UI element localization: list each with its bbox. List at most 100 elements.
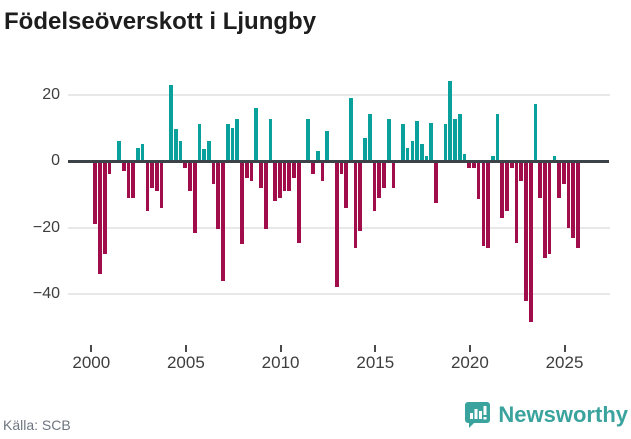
bar-2010q3 — [292, 161, 296, 178]
bar-chart-speech-bubble-icon — [464, 401, 491, 428]
x-axis-label-2025: 2025 — [545, 353, 584, 372]
bar-2007q3 — [235, 119, 240, 161]
bar-2008q1 — [244, 161, 249, 178]
bar-2002q3 — [140, 144, 145, 161]
x-axis-label-2020: 2020 — [450, 353, 489, 372]
bar-2006q3 — [216, 161, 221, 230]
bar-2003q2 — [154, 161, 159, 191]
x-tick-2005 — [184, 345, 187, 352]
bar-2006q4 — [221, 161, 225, 281]
bar-2013q3 — [349, 97, 353, 161]
bar-2024q4 — [561, 161, 566, 185]
bar-2008q3 — [254, 107, 259, 161]
bar-2021q3 — [500, 161, 505, 218]
bar-2012q2 — [325, 131, 330, 161]
bar-2022q1 — [509, 161, 514, 168]
bar-2017q3 — [424, 156, 429, 161]
newsworthy-logo-text: Newsworthy — [498, 401, 628, 427]
bar-2019q3 — [462, 154, 467, 161]
bar-2017q1 — [415, 121, 419, 161]
bar-2023q4 — [543, 161, 547, 258]
x-axis-label-2010: 2010 — [261, 353, 300, 372]
source-caption: Källa: SCB — [3, 417, 71, 433]
bar-2022q2 — [514, 161, 519, 243]
bar-2009q1 — [263, 161, 268, 230]
bar-2009q4 — [278, 161, 282, 198]
bar-2020q2 — [476, 161, 481, 200]
bar-2021q1 — [490, 156, 495, 161]
x-axis-label-2015: 2015 — [356, 353, 395, 372]
bar-2018q1 — [434, 161, 438, 203]
y-axis-label--40: −40 — [32, 285, 60, 303]
bar-2015q1 — [377, 161, 382, 198]
bar-2024q3 — [557, 161, 561, 198]
chart-title: Födelseöverskott i Ljungby — [4, 8, 317, 35]
newsworthy-logo[interactable]: Newsworthy — [464, 401, 628, 428]
bar-2022q4 — [524, 161, 528, 301]
x-tick-2025 — [563, 345, 566, 352]
gridline-y-20 — [68, 93, 610, 96]
bar-2008q2 — [249, 161, 254, 181]
bar-2019q2 — [457, 114, 462, 161]
bar-2020q3 — [481, 161, 486, 246]
bar-2011q3 — [311, 161, 315, 175]
y-axis-label-20: 20 — [42, 85, 60, 103]
bar-2010q4 — [296, 161, 301, 243]
bar-2005q2 — [192, 161, 197, 233]
bar-2004q1 — [169, 84, 173, 161]
bar-2009q3 — [273, 161, 277, 201]
bar-2005q3 — [197, 124, 202, 161]
bar-2025q3 — [576, 161, 580, 248]
bar-2023q2 — [533, 104, 538, 161]
bar-2001q2 — [117, 141, 121, 161]
bar-2005q4 — [202, 149, 206, 161]
y-axis-label--20: −20 — [32, 218, 60, 236]
bar-2013q2 — [344, 161, 348, 208]
x-axis-label-2005: 2005 — [166, 353, 205, 372]
bar-2018q4 — [448, 81, 453, 161]
bar-2015q3 — [386, 119, 391, 161]
bar-2025q2 — [571, 161, 576, 238]
x-tick-2010 — [279, 345, 282, 352]
bar-2008q4 — [259, 161, 263, 188]
bar-2007q4 — [240, 161, 244, 245]
bar-2021q4 — [505, 161, 509, 211]
bar-2011q4 — [315, 151, 320, 161]
bar-2014q4 — [372, 161, 377, 211]
bar-2013q1 — [339, 161, 344, 175]
bar-2016q4 — [410, 141, 415, 161]
bar-2005q1 — [188, 161, 192, 191]
bar-2013q4 — [353, 161, 358, 248]
gridline-y--40 — [68, 293, 610, 296]
bar-2018q3 — [443, 124, 448, 161]
bar-2001q3 — [121, 161, 126, 171]
bar-2016q3 — [405, 147, 410, 161]
bar-2000q1 — [93, 161, 98, 225]
bar-2014q3 — [367, 114, 372, 161]
bar-2010q1 — [282, 161, 287, 191]
bar-2017q2 — [419, 144, 424, 161]
bar-2020q4 — [486, 161, 490, 248]
bar-2025q1 — [566, 161, 571, 228]
bar-2024q1 — [547, 161, 552, 255]
bar-2006q2 — [211, 161, 216, 185]
bar-2002q1 — [131, 161, 136, 198]
bar-2004q3 — [178, 141, 183, 161]
bar-2020q1 — [472, 161, 476, 168]
zero-axis-line — [68, 159, 609, 163]
gridline-y--20 — [68, 226, 610, 229]
y-axis-label-0: 0 — [51, 152, 60, 169]
bar-2022q3 — [519, 161, 524, 181]
x-tick-2000 — [90, 345, 93, 352]
bar-2023q1 — [528, 161, 533, 323]
bar-2000q4 — [107, 161, 112, 175]
bar-2004q4 — [183, 161, 188, 168]
bar-2006q1 — [207, 141, 211, 161]
bar-2009q2 — [268, 119, 273, 161]
bar-2011q2 — [306, 119, 311, 161]
bar-2012q4 — [334, 161, 339, 288]
bar-2014q2 — [363, 137, 367, 161]
bar-2007q1 — [225, 124, 230, 161]
